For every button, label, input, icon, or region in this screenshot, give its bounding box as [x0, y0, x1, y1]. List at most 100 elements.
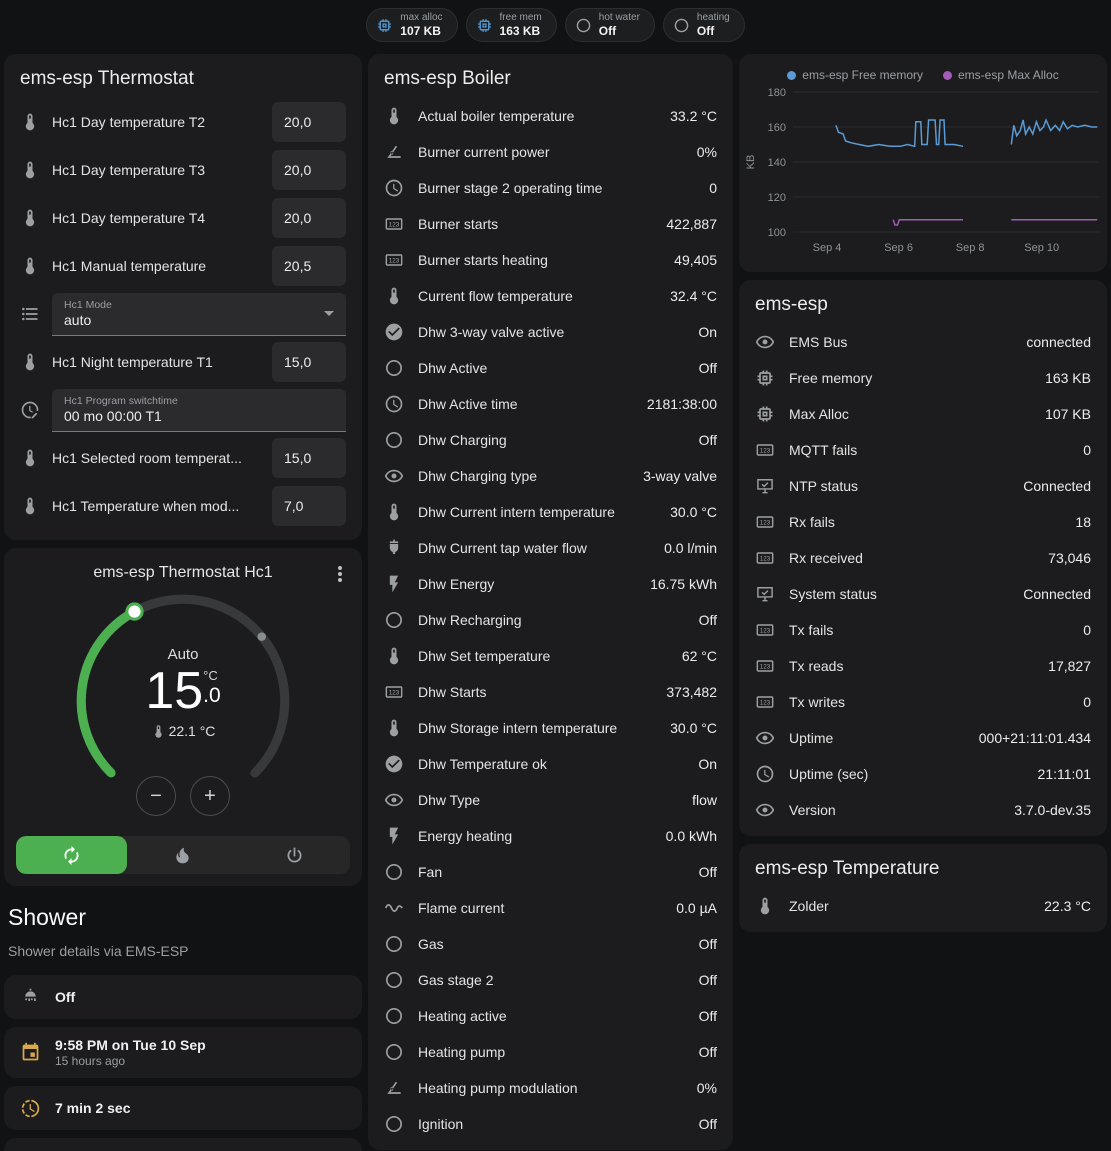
- entity-row[interactable]: Dhw Storage intern temperature 30.0 °C: [384, 710, 717, 746]
- entity-row[interactable]: Gas stage 2 Off: [384, 962, 717, 998]
- text-input[interactable]: Hc1 Program switchtime 00 mo 00:00 T1: [52, 388, 346, 432]
- entity-row[interactable]: Hc1 Program switchtime 00 mo 00:00 T1: [16, 386, 350, 434]
- number-input[interactable]: 20,0: [272, 198, 346, 238]
- entity-label: Burner starts heating: [418, 252, 548, 268]
- circle-icon: [384, 1114, 404, 1134]
- entity-row[interactable]: Burner starts heating 49,405: [384, 242, 717, 278]
- entity-label: Tx writes: [789, 694, 845, 710]
- entity-row[interactable]: Dhw Charging Off: [384, 422, 717, 458]
- entity-row[interactable]: Rx received 73,046: [755, 540, 1091, 576]
- entity-row[interactable]: Fan Off: [384, 854, 717, 890]
- entity-row[interactable]: Dhw Charging type 3-way valve: [384, 458, 717, 494]
- entity-row[interactable]: Ignition Off: [384, 1106, 717, 1142]
- entity-value: Off: [698, 1008, 717, 1024]
- temp-increase-button[interactable]: +: [190, 776, 230, 816]
- badge[interactable]: free mem 163 KB: [465, 8, 557, 42]
- column-right: ems-esp Free memory ems-esp Max Alloc 10…: [739, 54, 1107, 1151]
- number-input[interactable]: 15,0: [272, 438, 346, 478]
- entity-row[interactable]: Hc1 Manual temperature 20,5: [16, 242, 350, 290]
- number-input[interactable]: 15,0: [272, 342, 346, 382]
- entity-row[interactable]: Heating active Off: [384, 998, 717, 1034]
- number-input[interactable]: 20,5: [272, 246, 346, 286]
- entity-row[interactable]: Hc1 Temperature when mod... 7,0: [16, 482, 350, 530]
- entity-row[interactable]: Version 3.7.0-dev.35: [755, 792, 1091, 828]
- entity-row[interactable]: Hc1 Mode auto: [16, 290, 350, 338]
- shower-duration-card[interactable]: 7 min 2 sec: [4, 1086, 362, 1130]
- entity-value: 21:11:01: [1037, 766, 1091, 782]
- entity-value: 0%: [696, 1080, 717, 1096]
- entity-row[interactable]: Burner current power 0%: [384, 134, 717, 170]
- entity-row[interactable]: Dhw Temperature ok On: [384, 746, 717, 782]
- entity-row[interactable]: Hc1 Day temperature T3 20,0: [16, 146, 350, 194]
- emsesp-card: ems-esp EMS Bus connected Free memory 16…: [739, 280, 1107, 836]
- number-input[interactable]: 20,0: [272, 150, 346, 190]
- cold-shot-card[interactable]: [4, 1138, 362, 1151]
- entity-row[interactable]: Dhw 3-way valve active On: [384, 314, 717, 350]
- entity-row[interactable]: Dhw Starts 373,482: [384, 674, 717, 710]
- entity-row[interactable]: Dhw Active time 2181:38:00: [384, 386, 717, 422]
- entity-row[interactable]: Tx writes 0: [755, 684, 1091, 720]
- entity-row[interactable]: Max Alloc 107 KB: [755, 396, 1091, 432]
- select-value: auto: [64, 311, 92, 328]
- hvac-mode-button[interactable]: [16, 836, 128, 874]
- entity-row[interactable]: Burner stage 2 operating time 0: [384, 170, 717, 206]
- temp-decrease-button[interactable]: −: [136, 776, 176, 816]
- shower-state-card[interactable]: Off: [4, 975, 362, 1019]
- shower-timestamp-card[interactable]: 9:58 PM on Tue 10 Sep 15 hours ago: [4, 1027, 362, 1078]
- circle-icon: [384, 610, 404, 630]
- entity-row[interactable]: Tx reads 17,827: [755, 648, 1091, 684]
- entity-row[interactable]: Tx fails 0: [755, 612, 1091, 648]
- entity-row[interactable]: Dhw Type flow: [384, 782, 717, 818]
- badge[interactable]: max alloc 107 KB: [366, 8, 458, 42]
- target-temp-handle[interactable]: [125, 602, 144, 621]
- entity-row[interactable]: Uptime 000+21:11:01.434: [755, 720, 1091, 756]
- entity-row[interactable]: Hc1 Day temperature T2 20,0: [16, 98, 350, 146]
- entity-row[interactable]: Uptime (sec) 21:11:01: [755, 756, 1091, 792]
- entity-row[interactable]: Zolder 22.3 °C: [755, 888, 1091, 924]
- entity-row[interactable]: Gas Off: [384, 926, 717, 962]
- badge[interactable]: heating Off: [662, 8, 745, 42]
- entity-label: Rx received: [789, 550, 863, 566]
- dashboard-columns: ems-esp Thermostat Hc1 Day temperature T…: [0, 46, 1111, 1151]
- entity-row[interactable]: Rx fails 18: [755, 504, 1091, 540]
- dots-vertical-icon[interactable]: [328, 562, 352, 586]
- entity-row[interactable]: NTP status Connected: [755, 468, 1091, 504]
- entity-row[interactable]: Actual boiler temperature 33.2 °C: [384, 98, 717, 134]
- entity-row[interactable]: Burner starts 422,887: [384, 206, 717, 242]
- hvac-mode-button[interactable]: [239, 836, 350, 874]
- entity-row[interactable]: Heating pump Off: [384, 1034, 717, 1070]
- entity-label: Dhw Current tap water flow: [418, 540, 587, 556]
- entity-row[interactable]: Dhw Current intern temperature 30.0 °C: [384, 494, 717, 530]
- entity-row[interactable]: Flame current 0.0 µA: [384, 890, 717, 926]
- entity-label: Hc1 Manual temperature: [52, 258, 207, 274]
- badge[interactable]: hot water Off: [564, 8, 655, 42]
- entity-label: Dhw Storage intern temperature: [418, 720, 618, 736]
- entity-row[interactable]: Hc1 Day temperature T4 20,0: [16, 194, 350, 242]
- entity-row[interactable]: Dhw Set temperature 62 °C: [384, 638, 717, 674]
- entity-row[interactable]: Dhw Recharging Off: [384, 602, 717, 638]
- legend-item[interactable]: ems-esp Free memory: [787, 68, 923, 82]
- entity-row[interactable]: Hc1 Selected room temperat... 15,0: [16, 434, 350, 482]
- hvac-mode-button[interactable]: [127, 836, 238, 874]
- number-input[interactable]: 20,0: [272, 102, 346, 142]
- entity-row[interactable]: Energy heating 0.0 kWh: [384, 818, 717, 854]
- entity-row[interactable]: Free memory 163 KB: [755, 360, 1091, 396]
- entity-row[interactable]: Hc1 Night temperature T1 15,0: [16, 338, 350, 386]
- entity-value: 0: [1083, 442, 1091, 458]
- entity-row[interactable]: MQTT fails 0: [755, 432, 1091, 468]
- badge-label: max alloc: [400, 12, 443, 24]
- svg-text:100: 100: [768, 227, 786, 239]
- entity-row[interactable]: Heating pump modulation 0%: [384, 1070, 717, 1106]
- clock-edit-icon: [20, 400, 40, 420]
- entity-row[interactable]: Current flow temperature 32.4 °C: [384, 278, 717, 314]
- entity-row[interactable]: System status Connected: [755, 576, 1091, 612]
- entity-row[interactable]: EMS Bus connected: [755, 324, 1091, 360]
- entity-row[interactable]: Dhw Active Off: [384, 350, 717, 386]
- entity-row[interactable]: Dhw Energy 16.75 kWh: [384, 566, 717, 602]
- number-input[interactable]: 7,0: [272, 486, 346, 526]
- entity-row[interactable]: Dhw Current tap water flow 0.0 l/min: [384, 530, 717, 566]
- mode-select[interactable]: Hc1 Mode auto: [52, 292, 346, 336]
- entity-label: Hc1 Day temperature T4: [52, 210, 206, 226]
- legend-item[interactable]: ems-esp Max Alloc: [943, 68, 1059, 82]
- thermostat-dial[interactable]: Auto 15 °C .0 22.1 °C − +: [66, 584, 300, 824]
